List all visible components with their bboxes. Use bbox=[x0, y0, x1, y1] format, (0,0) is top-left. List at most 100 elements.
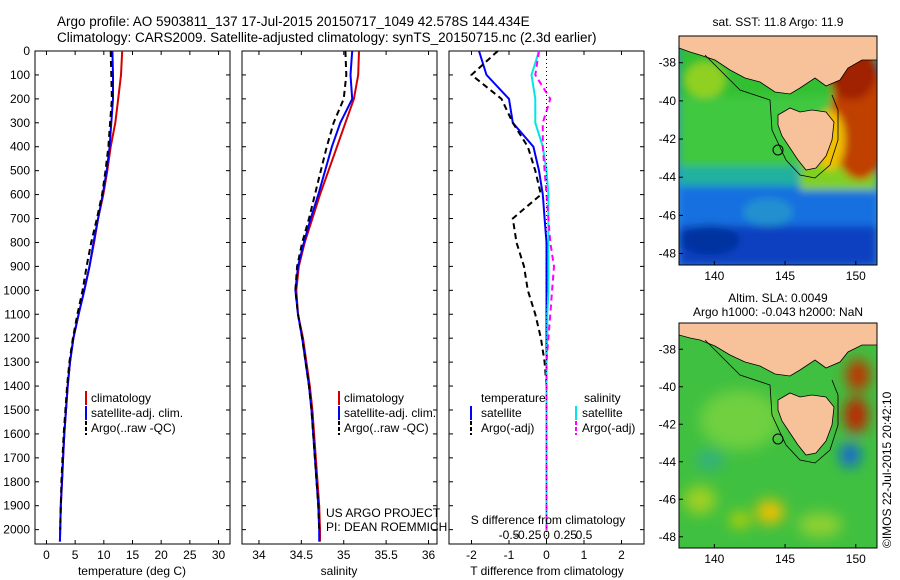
sla-map-axes: 140 145 150 -38 -40 -42 -44 -46 -48 bbox=[659, 342, 866, 566]
depth-tick-label: 0 bbox=[23, 44, 30, 58]
x-tick-label: 36 bbox=[422, 548, 436, 562]
x-tick-label: -2 bbox=[466, 548, 477, 562]
map-y-tick-label: -46 bbox=[659, 492, 677, 506]
depth-tick-label: 1400 bbox=[3, 379, 30, 393]
depth-tick-label: 100 bbox=[10, 68, 30, 82]
legend-label-t-satellite: satellite bbox=[481, 406, 522, 420]
legend-label-satellite: satellite-adj. clim. bbox=[344, 406, 436, 420]
salinity-axis-label: salinity bbox=[321, 564, 358, 578]
argo-position-marker bbox=[772, 433, 784, 445]
figure-title-line1: Argo profile: AO 5903811_137 17-Jul-2015… bbox=[57, 14, 530, 29]
imos-credit: ©IMOS 22-Jul-2015 20:42:10 bbox=[880, 391, 894, 548]
map-y-tick-label: -44 bbox=[659, 455, 677, 469]
s-difference-label: S difference from climatology bbox=[471, 513, 626, 527]
map-x-tick-label: 145 bbox=[775, 269, 795, 283]
series-line bbox=[294, 50, 348, 530]
s-tick-label: 0.5 bbox=[576, 528, 593, 542]
t-difference-axis-label: T difference from climatology bbox=[470, 564, 624, 578]
legend-label-t-argo: Argo(-adj) bbox=[481, 421, 534, 435]
depth-tick-label: 1200 bbox=[3, 331, 30, 345]
australia-coast bbox=[678, 35, 878, 95]
depth-axis: 0 100 200 300 400 500 600 700 800 900 1000 1100 1200… bbox=[3, 44, 644, 537]
map-y-tick-label: -46 bbox=[659, 208, 677, 222]
map-y-tick-label: -42 bbox=[659, 417, 677, 431]
map-y-tick-label: -40 bbox=[659, 380, 677, 394]
sla-map-title-line1: Altim. SLA: 0.0049 bbox=[728, 291, 828, 305]
x-tick-label: 34.5 bbox=[290, 548, 314, 562]
map-y-tick-label: -48 bbox=[659, 530, 677, 544]
depth-tick-label: 900 bbox=[10, 259, 30, 273]
legend-label-argo: Argo(..raw -QC) bbox=[91, 421, 176, 435]
map-x-tick-label: 150 bbox=[846, 269, 866, 283]
sst-map bbox=[678, 35, 878, 266]
map-x-tick-label: 140 bbox=[704, 552, 724, 566]
depth-tick-label: 600 bbox=[10, 188, 30, 202]
map-y-tick-label: -38 bbox=[659, 56, 677, 70]
tasmania bbox=[777, 107, 835, 171]
x-tick-label: 35.5 bbox=[374, 548, 398, 562]
legend-label-argo: Argo(..raw -QC) bbox=[344, 421, 429, 435]
sla-map-title-line2: Argo h1000: -0.043 h2000: NaN bbox=[693, 305, 863, 319]
depth-tick-label: 1800 bbox=[3, 475, 30, 489]
depth-tick-label: 400 bbox=[10, 140, 30, 154]
sst-map-axes: 140 145 150 -38 -40 -42 -44 -46 -48 bbox=[659, 56, 866, 283]
tasmania bbox=[777, 392, 835, 456]
legend-label-s-satellite: satellite bbox=[582, 406, 623, 420]
salinity-legend: climatology satellite-adj. clim. Argo(..… bbox=[326, 391, 447, 534]
map-y-tick-label: -42 bbox=[659, 132, 677, 146]
x-tick-label: 5 bbox=[72, 548, 79, 562]
map-x-tick-label: 150 bbox=[846, 552, 866, 566]
depth-tick-label: 1600 bbox=[3, 427, 30, 441]
map-y-tick-label: -40 bbox=[659, 94, 677, 108]
sst-map-title: sat. SST: 11.8 Argo: 11.9 bbox=[713, 15, 844, 29]
series-line bbox=[59, 50, 113, 530]
depth-tick-label: 300 bbox=[10, 116, 30, 130]
depth-tick-label: 200 bbox=[10, 92, 30, 106]
x-tick-label: 35 bbox=[337, 548, 351, 562]
legend-label-satellite: satellite-adj. clim. bbox=[91, 406, 183, 420]
x-tick-label: 20 bbox=[154, 548, 168, 562]
depth-tick-label: 1500 bbox=[3, 403, 30, 417]
x-tick-label: 2 bbox=[618, 548, 625, 562]
legend-label-climatology: climatology bbox=[91, 391, 151, 405]
depth-tick-label: 700 bbox=[10, 212, 30, 226]
australia-coast bbox=[678, 322, 878, 377]
depth-tick-label: 1100 bbox=[4, 307, 30, 321]
legend-label-climatology: climatology bbox=[344, 391, 404, 405]
x-tick-label: 10 bbox=[97, 548, 111, 562]
shelf-contour bbox=[704, 54, 839, 179]
depth-tick-label: 1700 bbox=[3, 451, 30, 465]
temperature-axis-label: temperature (deg C) bbox=[78, 564, 186, 578]
x-tick-label: 25 bbox=[183, 548, 197, 562]
s-tick-label: -0.5 bbox=[499, 528, 520, 542]
map-x-tick-label: 140 bbox=[704, 269, 724, 283]
s-tick-label: 0.25 bbox=[554, 528, 578, 542]
project-annotation-line2: PI: DEAN ROEMMICH bbox=[326, 520, 447, 534]
argo-position-marker bbox=[772, 144, 784, 156]
temperature-panel bbox=[34, 50, 231, 545]
x-tick-label: -1 bbox=[504, 548, 515, 562]
temperature-legend: climatology satellite-adj. clim. Argo(..… bbox=[85, 391, 183, 435]
x-tick-label: 15 bbox=[126, 548, 140, 562]
x-tick-label: 30 bbox=[212, 548, 226, 562]
series-line bbox=[294, 50, 354, 542]
difference-legend: temperature salinity satellite Argo(-adj… bbox=[470, 391, 635, 527]
shelf-contour bbox=[704, 339, 839, 464]
legend-label-s-argo: Argo(-adj) bbox=[582, 421, 635, 435]
salinity-panel bbox=[241, 50, 438, 545]
map-y-tick-label: -44 bbox=[659, 170, 677, 184]
s-tick-label: -0.25 bbox=[514, 528, 542, 542]
map-y-tick-label: -38 bbox=[659, 342, 677, 356]
temperature-plot: 0 5 10 15 20 25 30 bbox=[43, 50, 226, 562]
project-annotation-line1: US ARGO PROJECT bbox=[326, 506, 441, 520]
depth-tick-label: 1000 bbox=[3, 283, 30, 297]
legend-header-salinity: salinity bbox=[584, 391, 621, 405]
legend-header-temperature: temperature bbox=[481, 391, 546, 405]
series-line bbox=[534, 50, 556, 530]
depth-tick-label: 1900 bbox=[3, 499, 30, 513]
map-y-tick-label: -48 bbox=[659, 247, 677, 261]
depth-tick-label: 1300 bbox=[3, 355, 30, 369]
x-tick-label: 0 bbox=[43, 548, 50, 562]
figure-title-line2: Climatology: CARS2009. Satellite-adjuste… bbox=[57, 30, 597, 45]
